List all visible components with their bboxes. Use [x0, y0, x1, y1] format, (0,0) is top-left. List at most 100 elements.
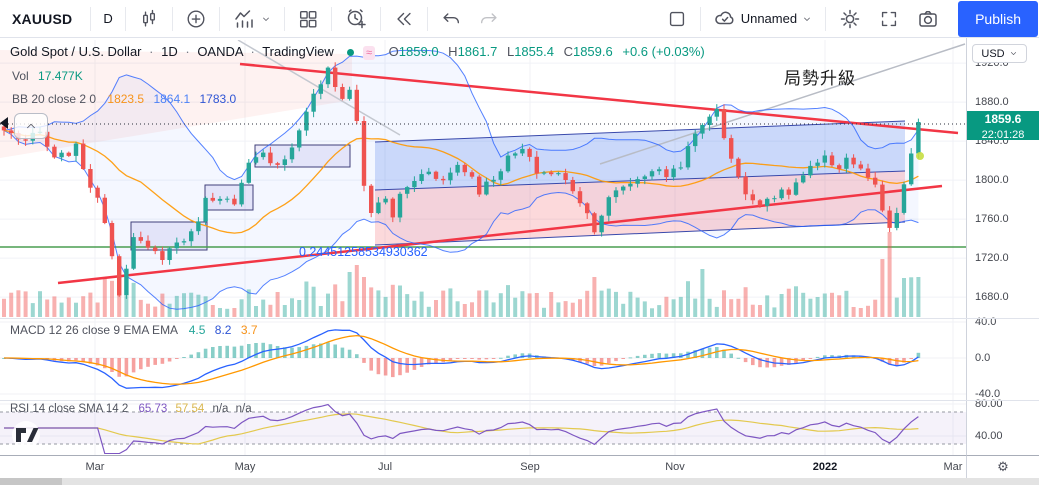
- text-annotation-headline[interactable]: 局勢升級: [784, 69, 856, 88]
- indicators-button[interactable]: [224, 3, 280, 35]
- price-axis-tick: 1680.0: [975, 291, 1009, 304]
- time-axis-tick: Nov: [665, 461, 685, 473]
- layout-grid-button[interactable]: [289, 3, 327, 35]
- price-axis-tick: 40.0: [975, 316, 997, 328]
- gear-icon: [840, 9, 860, 28]
- bb-lower-value: 1783.0: [199, 92, 237, 106]
- legend-symbol-title: Gold Spot / U.S. Dollar: [10, 44, 142, 59]
- chevron-down-icon: [1010, 52, 1016, 55]
- layout-name-label: Unnamed: [740, 11, 798, 26]
- ohlc-l-value: 1855.4: [514, 44, 554, 59]
- toolbar-separator: [330, 6, 332, 31]
- trendline-value-annotation[interactable]: 0.24451258534930362: [299, 245, 428, 259]
- bar-countdown: 22:01:28: [981, 128, 1025, 141]
- time-axis-tick: Sep: [520, 461, 540, 473]
- legend-exchange: OANDA: [197, 44, 243, 59]
- price-axis-tick: 1720.0: [975, 252, 1009, 265]
- last-price-label: 1859.6 22:01:28: [967, 111, 1039, 141]
- top-toolbar: XAUUSD D: [0, 0, 1039, 38]
- replay-rewind-icon: [397, 12, 411, 25]
- legend-separator: ·: [149, 44, 154, 59]
- chart-legend-title-row[interactable]: Gold Spot / U.S. Dollar · 1D · OANDA · T…: [10, 44, 705, 60]
- toolbar-separator: [283, 6, 285, 31]
- currency-unit-button[interactable]: USD: [972, 44, 1027, 63]
- interval-button[interactable]: D: [95, 3, 120, 35]
- price-axis-tick: 40.00: [975, 430, 1003, 442]
- square-icon: [669, 11, 684, 26]
- symbol-button[interactable]: XAUUSD: [4, 3, 86, 35]
- pane-divider[interactable]: [0, 400, 1039, 401]
- time-axis-tick: Mar: [943, 461, 963, 473]
- bb-upper-value: 1864.1: [153, 92, 191, 106]
- time-axis-settings[interactable]: ⚙: [966, 455, 1039, 478]
- toolbar-separator: [171, 6, 173, 31]
- rsi-legend-row[interactable]: RSI 14 close SMA 14 2 65.73 57.54 n/a n/…: [10, 403, 252, 415]
- chevron-down-icon: [804, 17, 810, 21]
- macd-legend-row[interactable]: MACD 12 26 close 9 EMA EMA 4.5 8.2 3.7: [10, 323, 258, 337]
- alert-button[interactable]: [336, 3, 376, 35]
- candlestick-icon: [142, 9, 155, 27]
- legend-interval: 1D: [161, 44, 178, 59]
- currency-label: USD: [981, 47, 1005, 60]
- gear-icon: ⚙: [997, 459, 1009, 475]
- time-axis-tick: 2022: [812, 461, 838, 473]
- toolbar-separator: [90, 6, 92, 31]
- time-axis[interactable]: Mar May Jul Sep Nov 2022 Mar: [0, 455, 966, 479]
- toolbar-separator: [218, 6, 220, 31]
- macd-label: MACD 12 26 close 9 EMA EMA: [10, 323, 178, 337]
- chevron-up-icon: [27, 123, 35, 129]
- bb-legend-row[interactable]: BB 20 close 2 0 1823.5 1864.1 1783.0: [12, 92, 236, 106]
- volume-label: Vol: [12, 69, 29, 83]
- toolbar-separator: [379, 6, 381, 31]
- compare-button[interactable]: [177, 3, 215, 35]
- redo-arrow-icon: [480, 12, 497, 23]
- bb-basis-value: 1823.5: [107, 92, 145, 106]
- pane-divider[interactable]: [0, 318, 1039, 319]
- undo-arrow-icon: [443, 12, 459, 23]
- macd-line-value: 8.2: [214, 323, 232, 337]
- price-axis[interactable]: 1920.0 1880.0 1840.0 1800.0 1760.0 1720.0 1680…: [966, 38, 1039, 455]
- toolbar-separator: [426, 6, 428, 31]
- chart-settings-button[interactable]: [830, 3, 870, 35]
- chart-type-button[interactable]: [130, 3, 168, 35]
- ohlc-change: +0.6 (+0.03%): [622, 44, 705, 59]
- price-axis-tick: 80.00: [975, 398, 1003, 410]
- rsi-lower-band-value: n/a: [235, 403, 252, 415]
- volume-value: 17.477K: [38, 69, 83, 83]
- macd-hist-value: 4.5: [188, 323, 206, 337]
- volume-legend-row[interactable]: Vol 17.477K: [12, 69, 83, 83]
- camera-icon: [919, 10, 937, 27]
- fullscreen-button[interactable]: [870, 3, 908, 35]
- save-layout-button[interactable]: [658, 3, 696, 35]
- rsi-label: RSI 14 close SMA 14 2: [10, 403, 129, 415]
- chart-canvas[interactable]: [0, 0, 966, 478]
- layout-name-button[interactable]: Unnamed: [705, 3, 821, 35]
- rsi-upper-band-value: n/a: [212, 403, 229, 415]
- toolbar-separator: [124, 6, 126, 31]
- publish-button[interactable]: Publish: [958, 1, 1038, 37]
- window-bottom-edge: [0, 478, 1039, 485]
- legend-separator: ·: [185, 44, 190, 59]
- bb-label: BB 20 close 2 0: [12, 92, 97, 106]
- undo-button[interactable]: [432, 3, 470, 35]
- macd-signal-value: 3.7: [240, 323, 258, 337]
- redo-button[interactable]: [470, 3, 508, 35]
- bar-replay-button[interactable]: [385, 3, 423, 35]
- rsi-value: 65.73: [138, 403, 168, 415]
- time-axis-tick: Jul: [377, 461, 393, 473]
- time-axis-tick: May: [234, 461, 256, 473]
- price-axis-tick: 1760.0: [975, 213, 1009, 226]
- toolbar-separator: [825, 6, 827, 31]
- toolbar-right-group: Unnamed: [658, 0, 1039, 37]
- ohlc-c-label: C: [563, 44, 573, 59]
- ohlc-o-label: O: [388, 44, 399, 59]
- plus-circle-icon: [187, 10, 205, 27]
- last-price-value: 1859.6: [984, 112, 1022, 126]
- scroll-up-button[interactable]: [14, 113, 48, 139]
- chevron-down-icon: [262, 17, 269, 21]
- snapshot-button[interactable]: [908, 3, 948, 35]
- rsi-sma-value: 57.54: [175, 403, 205, 415]
- ohlc-l-label: L: [506, 44, 515, 59]
- ohlc-o-value: 1859.0: [398, 44, 439, 59]
